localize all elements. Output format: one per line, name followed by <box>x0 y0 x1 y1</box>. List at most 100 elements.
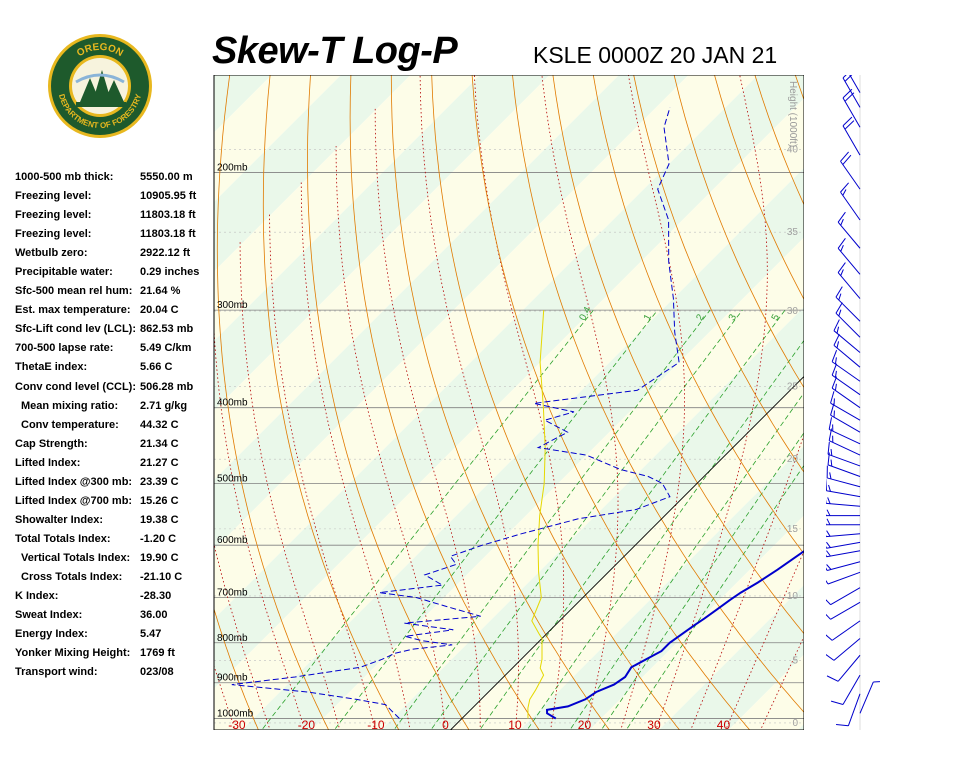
wind-barb-staff <box>826 490 861 498</box>
isobar-label: 200mb <box>217 163 248 174</box>
wind-barb <box>826 620 861 641</box>
mixing-ratio-label: 5 <box>770 312 783 322</box>
wind-barb-staff <box>828 440 861 456</box>
wind-barb-staff <box>827 477 861 488</box>
wind-barb-staff <box>827 571 861 585</box>
height-lines <box>214 149 804 724</box>
wind-barb-flag <box>835 302 843 314</box>
height-label: 20 <box>787 454 799 465</box>
wind-barb-flag <box>826 564 832 570</box>
wind-barb-flag <box>840 218 844 226</box>
wind-barb-flag <box>830 459 833 467</box>
wind-barb <box>842 88 861 128</box>
wind-barb-flag <box>840 245 844 252</box>
mixing-ratio-label: 3 <box>727 312 740 322</box>
wind-barb-staff <box>831 620 861 641</box>
wind-barb <box>826 465 861 488</box>
stat-value: 19.90 C <box>140 551 179 564</box>
mixing-ratio-line <box>333 309 658 730</box>
moist-adiabat <box>374 107 481 730</box>
wind-barb-flag <box>830 700 844 706</box>
stat-label: Yonker Mixing Height: <box>15 647 131 660</box>
wind-barb-staff <box>842 674 861 705</box>
stat-value: 023/08 <box>140 666 174 679</box>
mixing-ratio-line <box>625 464 804 730</box>
wind-barb <box>826 638 861 661</box>
stat-value: 5550.00 m <box>140 171 193 183</box>
height-label: 30 <box>787 306 799 317</box>
wind-barb <box>826 561 861 572</box>
wind-barb <box>828 417 861 445</box>
wind-barb-flag <box>826 675 839 682</box>
dry-adiabat <box>307 75 470 730</box>
svg-text:OREGON: OREGON <box>75 42 125 59</box>
isobar-labels: 200mb 300mb 400mb 500mb 600mb 700mb 800mb 900mb… <box>217 163 254 720</box>
wind-barb <box>826 654 861 682</box>
stat-label: Freezing level: <box>15 228 92 241</box>
wind-barb-flag <box>840 269 844 276</box>
stat-label: Showalter Index: <box>15 513 104 526</box>
isobar-label: 1000mb <box>217 708 254 719</box>
plot-frame <box>213 75 804 730</box>
stat-value: 21.27 C <box>140 456 179 469</box>
wind-barb-staff <box>837 272 861 299</box>
wind-barb-staff <box>859 681 874 714</box>
tree-icon <box>76 70 126 107</box>
wind-barb <box>831 376 861 409</box>
stat-value: -28.30 <box>140 590 172 603</box>
isotherm-stripe <box>381 307 804 730</box>
stat-label: Precipitable water: <box>15 266 113 279</box>
isotherm-stripe <box>728 654 804 730</box>
wind-barb <box>826 497 861 507</box>
wind-barb-flag <box>842 154 852 165</box>
wind-barb-staff <box>835 312 861 338</box>
wind-barb-flag <box>836 341 840 349</box>
x-tick-label: -20 <box>298 718 316 730</box>
parcel-trace <box>527 310 546 719</box>
stat-value: 11803.18 ft <box>140 209 196 222</box>
wind-barb-flag <box>838 293 842 301</box>
wind-barb-flag <box>826 580 829 585</box>
wind-barb <box>859 681 881 714</box>
dewpoint-line <box>231 107 680 719</box>
oregon-forestry-logo: OREGON DEPARTMENT OF FORESTRY <box>48 34 152 138</box>
wind-barb-flag <box>830 391 835 404</box>
height-label: 0 <box>792 718 798 729</box>
stat-label: Sfc-500 mean rel hum: <box>15 285 133 298</box>
stat-label: Est. max temperature: <box>15 304 131 317</box>
wind-barb <box>826 509 860 517</box>
mixing-ratio-label: 2 <box>694 312 707 322</box>
moist-adiabat <box>239 241 341 730</box>
wind-barb-staff <box>830 587 861 606</box>
wind-barb-flag <box>827 441 830 455</box>
wind-barb-flag <box>826 634 833 641</box>
x-tick-label: 10 <box>508 718 522 730</box>
stat-label: 1000-500 mb thick: <box>15 171 114 183</box>
x-tick-label: 0 <box>442 718 449 730</box>
mixing-ratio-line <box>600 432 804 730</box>
stat-value: 1769 ft <box>140 647 175 660</box>
wind-barb-staff <box>842 125 861 156</box>
stat-value: 20.04 C <box>140 304 179 317</box>
wind-barb <box>826 530 861 538</box>
wind-barb <box>826 587 861 606</box>
wind-barb-staff <box>827 561 861 572</box>
wind-barb-column <box>826 75 881 730</box>
x-tick-label: -30 <box>228 718 246 730</box>
wind-barb-flag <box>835 286 843 298</box>
dewpoint-trace <box>231 107 680 719</box>
height-label: 25 <box>787 382 799 393</box>
stat-value: 5.66 C <box>140 361 173 374</box>
wind-barb <box>842 116 861 156</box>
wind-barb-flag <box>826 567 828 571</box>
isobar-label: 600mb <box>217 535 248 546</box>
wind-barb-flag <box>833 319 840 331</box>
wind-barb-flag <box>837 238 846 249</box>
stat-value: 5.49 C/km <box>140 342 192 355</box>
wind-barb-flag <box>831 363 838 376</box>
wind-barb <box>837 211 861 249</box>
wind-barb <box>826 478 861 498</box>
stat-value: 15.26 C <box>140 494 179 507</box>
wind-barb-staff <box>830 601 861 620</box>
stat-label: K Index: <box>15 590 59 603</box>
